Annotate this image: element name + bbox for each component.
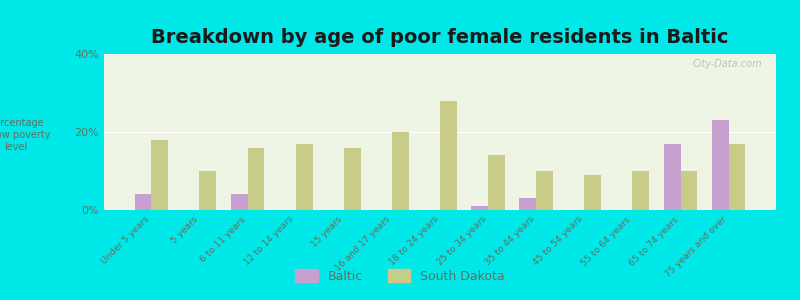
Bar	[681, 171, 698, 210]
Bar	[488, 155, 505, 210]
Legend: Baltic, South Dakota: Baltic, South Dakota	[290, 264, 510, 288]
Bar	[199, 171, 216, 210]
Bar	[471, 206, 488, 210]
Bar	[584, 175, 601, 210]
Bar	[344, 148, 361, 210]
Bar	[536, 171, 553, 210]
Bar	[440, 101, 457, 210]
Bar	[296, 144, 313, 210]
Bar	[712, 120, 729, 210]
Bar	[230, 194, 247, 210]
Bar	[519, 198, 536, 210]
Text: percentage
below poverty
level: percentage below poverty level	[0, 118, 50, 152]
Bar	[247, 148, 265, 210]
Bar	[633, 171, 650, 210]
Bar	[664, 144, 681, 210]
Bar	[134, 194, 151, 210]
Bar	[151, 140, 168, 210]
Bar	[392, 132, 409, 210]
Title: Breakdown by age of poor female residents in Baltic: Breakdown by age of poor female resident…	[151, 28, 729, 47]
Bar	[729, 144, 746, 210]
Text: City-Data.com: City-Data.com	[693, 59, 762, 69]
